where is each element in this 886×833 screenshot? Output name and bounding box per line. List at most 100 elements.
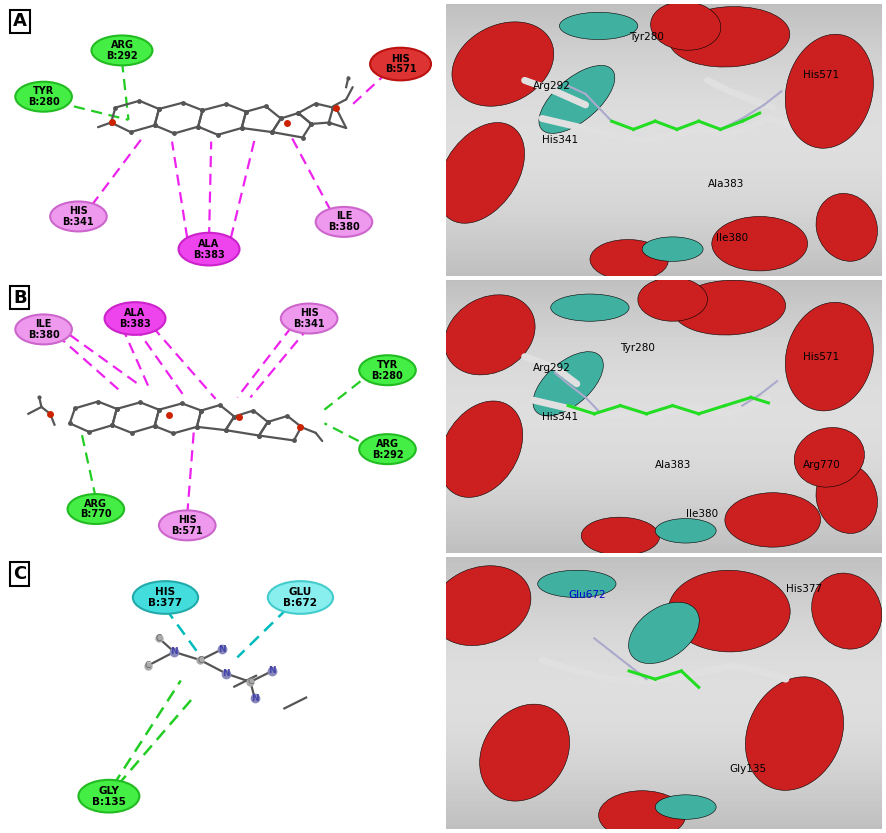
Text: His341: His341 [542, 412, 579, 421]
Bar [447, 792, 882, 796]
Ellipse shape [669, 7, 789, 67]
Text: His571: His571 [804, 70, 839, 80]
Bar [447, 672, 882, 676]
Bar [447, 87, 882, 92]
Bar [447, 37, 882, 41]
Bar [447, 405, 882, 410]
Bar [447, 516, 882, 521]
Bar [447, 106, 882, 110]
Bar [447, 262, 882, 267]
Bar [447, 97, 882, 101]
Bar [447, 69, 882, 73]
Text: ALA
B:383: ALA B:383 [193, 239, 225, 260]
Bar [447, 811, 882, 815]
Bar [447, 193, 882, 198]
Bar [447, 120, 882, 124]
Bar [447, 336, 882, 341]
Bar [447, 110, 882, 115]
Text: Gly135: Gly135 [729, 764, 766, 774]
Ellipse shape [668, 571, 790, 652]
Ellipse shape [599, 791, 686, 833]
Text: A: A [13, 12, 27, 30]
Text: HIS
B:571: HIS B:571 [172, 515, 203, 536]
Ellipse shape [438, 122, 525, 223]
Bar [447, 32, 882, 37]
Bar [447, 73, 882, 78]
Bar [447, 4, 882, 9]
Text: ILE
B:380: ILE B:380 [328, 212, 360, 232]
Bar [447, 626, 882, 631]
Bar [447, 815, 882, 820]
Bar [447, 41, 882, 46]
Bar [447, 308, 882, 312]
Bar [447, 576, 882, 580]
Bar [447, 695, 882, 700]
Bar [447, 760, 882, 764]
Ellipse shape [67, 494, 124, 524]
Bar [447, 765, 882, 769]
Ellipse shape [91, 36, 152, 66]
Ellipse shape [628, 602, 699, 664]
Bar [447, 272, 882, 277]
Bar [447, 124, 882, 129]
Bar [447, 663, 882, 667]
Bar [447, 705, 882, 709]
Bar [447, 78, 882, 82]
Bar [447, 548, 882, 552]
Text: ARG
B:770: ARG B:770 [80, 499, 112, 520]
Bar [447, 368, 882, 372]
Bar [447, 718, 882, 723]
Bar [447, 479, 882, 483]
Ellipse shape [15, 314, 72, 344]
Bar [447, 387, 882, 392]
Bar [447, 133, 882, 138]
Bar [447, 359, 882, 363]
Bar [447, 603, 882, 607]
Bar [447, 607, 882, 612]
Bar [447, 92, 882, 97]
Bar [447, 410, 882, 414]
Ellipse shape [785, 302, 874, 411]
Ellipse shape [359, 355, 416, 385]
Ellipse shape [794, 427, 865, 487]
Bar [447, 423, 882, 428]
Bar [447, 465, 882, 470]
Bar [447, 419, 882, 423]
Bar [447, 322, 882, 327]
Bar [447, 180, 882, 184]
Bar [447, 50, 882, 55]
Bar [447, 751, 882, 755]
Bar [447, 580, 882, 584]
Bar [447, 377, 882, 382]
Bar [447, 317, 882, 322]
Bar [447, 585, 882, 589]
Bar [447, 290, 882, 294]
Ellipse shape [816, 463, 877, 533]
Bar [447, 796, 882, 801]
Bar [447, 244, 882, 249]
Bar [447, 820, 882, 824]
Bar [447, 645, 882, 649]
Bar [447, 483, 882, 488]
Ellipse shape [538, 571, 616, 597]
Bar [447, 552, 882, 556]
Ellipse shape [642, 237, 703, 262]
Bar [447, 345, 882, 350]
Ellipse shape [539, 66, 615, 133]
Bar [447, 769, 882, 774]
Ellipse shape [179, 232, 239, 266]
Text: Arg770: Arg770 [804, 461, 841, 471]
Text: C: C [145, 661, 152, 670]
Bar [447, 221, 882, 226]
Bar [447, 129, 882, 133]
Bar [447, 207, 882, 212]
Text: C: C [247, 677, 253, 686]
Bar [447, 727, 882, 732]
Bar [447, 299, 882, 303]
Bar [447, 437, 882, 441]
Bar [447, 571, 882, 575]
Ellipse shape [590, 240, 668, 281]
Bar [447, 709, 882, 714]
Bar [447, 561, 882, 566]
Ellipse shape [439, 401, 523, 497]
